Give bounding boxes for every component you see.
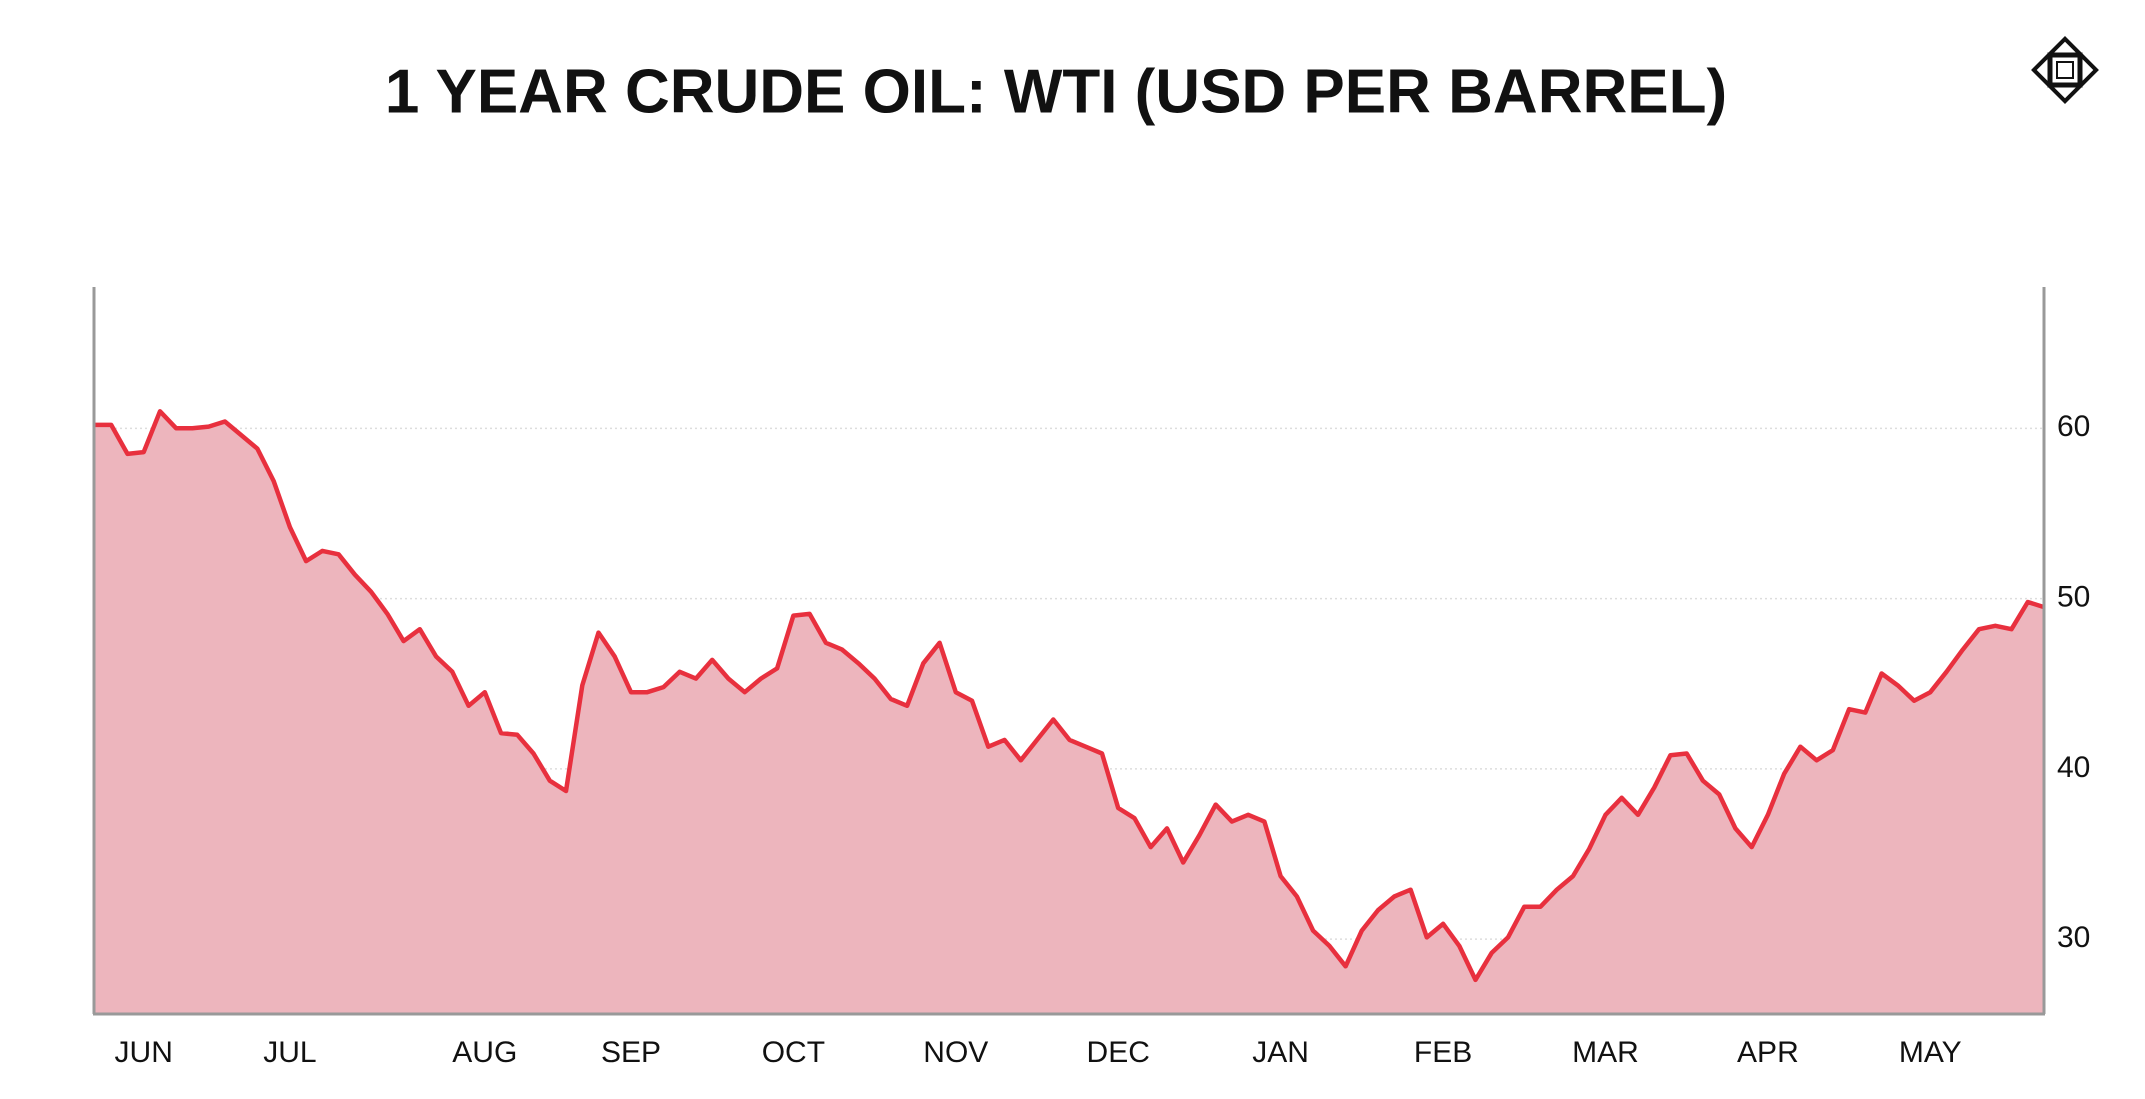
logo (2031, 36, 2099, 104)
x-tick-label: FEB (1414, 1036, 1472, 1069)
x-tick-label: DEC (1087, 1036, 1150, 1069)
x-tick-label: SEP (601, 1036, 661, 1069)
x-tick-label: NOV (923, 1036, 988, 1069)
x-tick-label: MAR (1572, 1036, 1639, 1069)
x-tick-label: JUN (115, 1036, 173, 1069)
y-tick-label: 30 (2057, 921, 2090, 954)
area (95, 411, 2044, 1014)
x-tick-label: OCT (762, 1036, 825, 1069)
y-tick-label: 60 (2057, 410, 2090, 443)
y-tick-label: 50 (2057, 580, 2090, 613)
x-tick-label: AUG (452, 1036, 517, 1069)
x-tick-label: JUL (263, 1036, 316, 1069)
line (95, 409, 2045, 983)
chart-title: 1 YEAR CRUDE OIL: WTI (USD PER BARREL) (385, 57, 1727, 126)
x-tick-label: APR (1737, 1036, 1799, 1069)
x-tick-label: MAY (1899, 1036, 1962, 1069)
x-tick-label: JAN (1252, 1036, 1309, 1069)
y-tick-label: 40 (2057, 751, 2090, 784)
